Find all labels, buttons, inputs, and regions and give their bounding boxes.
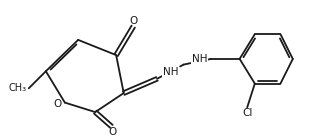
Text: CH₃: CH₃ <box>9 83 27 93</box>
Text: NH: NH <box>163 67 178 77</box>
Text: Cl: Cl <box>242 108 252 118</box>
Text: O: O <box>129 16 137 26</box>
Text: NH: NH <box>191 54 207 64</box>
Text: O: O <box>108 127 116 137</box>
Text: O: O <box>54 99 62 108</box>
